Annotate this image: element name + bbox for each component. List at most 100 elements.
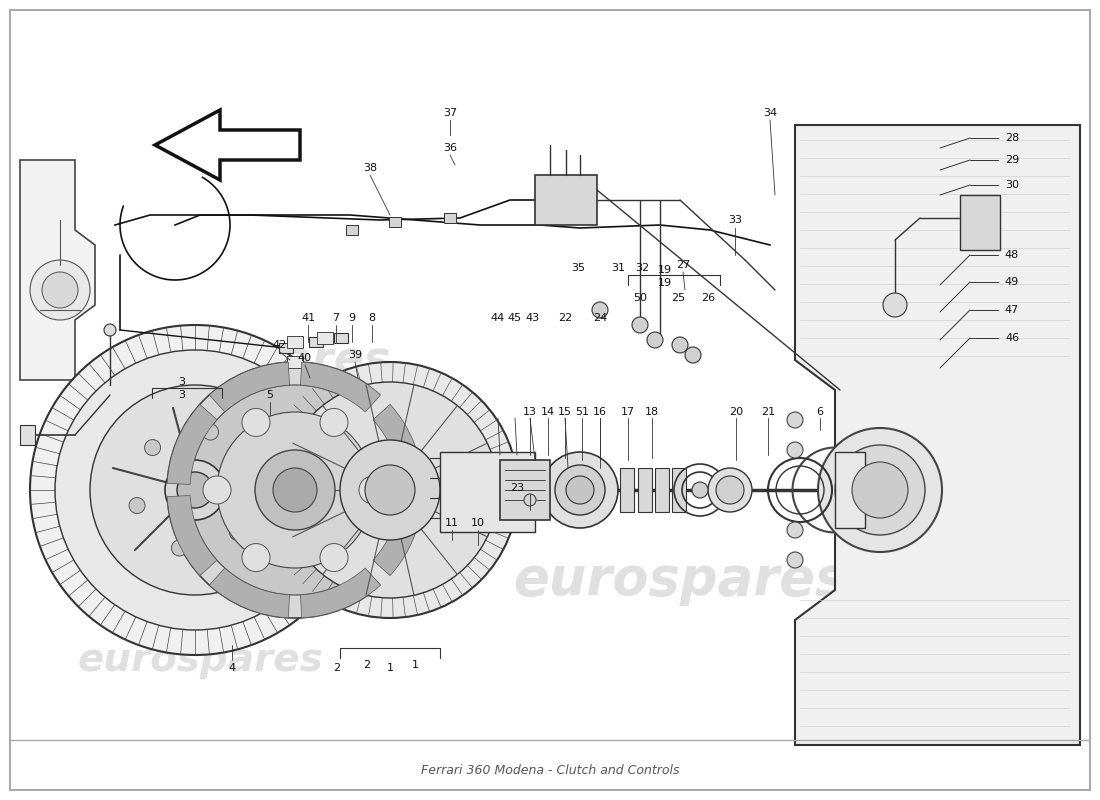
Circle shape [172,540,187,556]
Circle shape [190,385,400,595]
Text: 22: 22 [558,313,572,323]
Circle shape [245,466,261,482]
Bar [346,225,358,235]
Text: 51: 51 [575,407,589,417]
Text: 25: 25 [671,293,685,303]
Bar [279,343,293,353]
Text: 26: 26 [701,293,715,303]
Text: 33: 33 [728,215,743,225]
Circle shape [566,476,594,504]
Circle shape [282,382,498,598]
Circle shape [320,409,348,437]
Text: 20: 20 [729,407,744,417]
Circle shape [55,350,336,630]
Circle shape [592,302,608,318]
Text: 23: 23 [510,483,524,493]
Text: 19: 19 [658,265,672,275]
Text: 4: 4 [229,663,235,673]
Text: eurospares: eurospares [77,641,323,679]
Bar [334,333,348,343]
Text: 21: 21 [761,407,776,417]
Text: 48: 48 [1005,250,1019,260]
Text: 18: 18 [645,407,659,417]
Bar [389,217,402,227]
Bar [638,468,652,512]
Wedge shape [300,568,381,618]
Text: 36: 36 [443,143,456,153]
Text: 5: 5 [266,390,274,400]
Bar [960,195,1000,250]
Polygon shape [20,160,95,380]
Text: 47: 47 [1005,305,1019,315]
Text: 34: 34 [763,108,777,118]
Text: 17: 17 [620,407,635,417]
Text: 19: 19 [658,278,672,288]
Circle shape [685,347,701,363]
Circle shape [273,468,317,512]
Circle shape [255,450,336,530]
Circle shape [556,465,605,515]
Circle shape [786,442,803,458]
Text: 37: 37 [443,108,458,118]
Text: 8: 8 [368,313,375,323]
Text: Ferrari 360 Modena - Clutch and Controls: Ferrari 360 Modena - Clutch and Controls [420,763,680,777]
Text: 30: 30 [1005,180,1019,190]
Bar [309,337,323,347]
Text: 9: 9 [349,313,355,323]
Circle shape [320,543,348,571]
Bar [287,336,303,348]
Circle shape [167,362,424,618]
Text: eurospares: eurospares [109,338,390,382]
Bar [535,175,597,225]
Bar [287,356,303,368]
Circle shape [204,476,231,504]
Wedge shape [300,362,381,412]
Text: 6: 6 [816,407,824,417]
Circle shape [672,337,688,353]
Text: 1: 1 [386,663,394,673]
Bar [444,213,456,223]
Text: 46: 46 [1005,333,1019,343]
Text: 40: 40 [298,353,312,363]
Circle shape [230,525,245,541]
Text: 38: 38 [363,163,377,173]
Text: 16: 16 [593,407,607,417]
Circle shape [542,452,618,528]
Text: 11: 11 [446,518,459,528]
Text: 2: 2 [363,660,371,670]
Circle shape [716,476,744,504]
Circle shape [129,498,145,514]
Circle shape [786,522,803,538]
Text: 2: 2 [333,663,341,673]
Text: 43: 43 [525,313,539,323]
Circle shape [242,409,270,437]
Circle shape [365,465,415,515]
Wedge shape [167,404,217,485]
Polygon shape [795,125,1080,745]
Circle shape [632,317,648,333]
Bar [620,468,634,512]
Text: 31: 31 [610,263,625,273]
Circle shape [835,445,925,535]
Circle shape [818,428,942,552]
Circle shape [30,325,360,655]
Circle shape [692,482,708,498]
Circle shape [217,412,373,568]
Circle shape [524,494,536,506]
Circle shape [647,332,663,348]
Text: 50: 50 [632,293,647,303]
Text: 28: 28 [1005,133,1019,143]
Text: 39: 39 [348,350,362,360]
Wedge shape [373,495,422,576]
Text: 27: 27 [675,260,690,270]
Bar [672,468,686,512]
Text: 24: 24 [593,313,607,323]
Circle shape [786,412,803,428]
Circle shape [883,293,908,317]
Text: 13: 13 [522,407,537,417]
Text: eurospares: eurospares [514,554,847,606]
Text: 32: 32 [635,263,649,273]
Circle shape [359,476,387,504]
Text: 35: 35 [571,263,585,273]
Wedge shape [373,404,422,485]
